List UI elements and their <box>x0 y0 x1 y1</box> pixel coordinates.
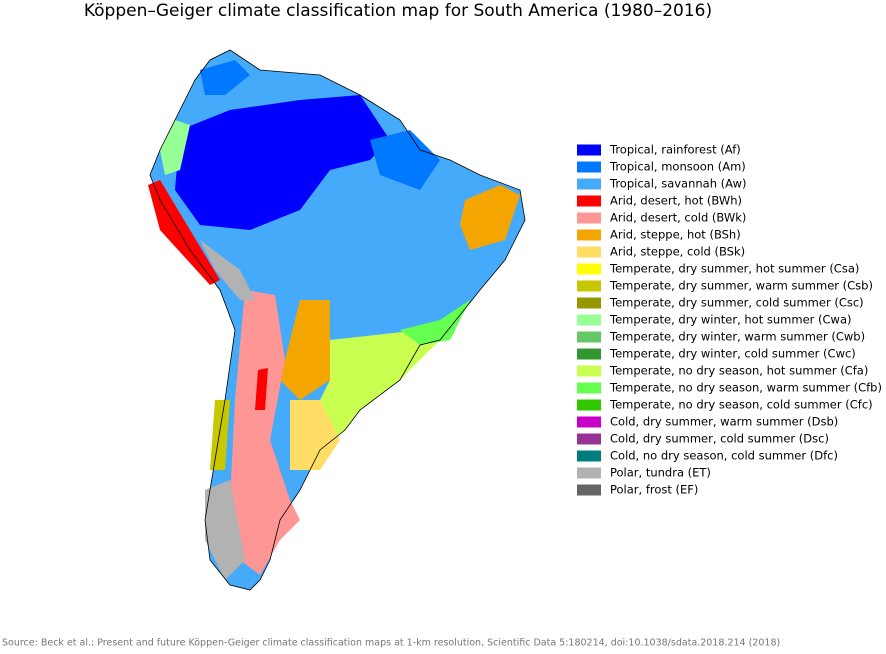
climate-region <box>310 330 440 450</box>
legend-label: Arid, desert, hot (BWh) <box>610 194 742 208</box>
legend-swatch <box>577 416 601 428</box>
climate-region <box>205 480 245 580</box>
legend-label: Temperate, dry summer, cold summer (Csc) <box>609 296 864 310</box>
legend-swatch <box>577 382 601 394</box>
legend-swatch <box>577 467 601 479</box>
climate-region <box>255 368 268 410</box>
legend-swatch <box>577 280 601 292</box>
legend-swatch <box>577 178 601 190</box>
climate-region <box>290 400 340 470</box>
climate-region <box>280 300 330 400</box>
climate-region <box>400 300 470 345</box>
legend-label: Cold, dry summer, cold summer (Dsc) <box>610 432 829 446</box>
legend-label: Tropical, savannah (Aw) <box>609 177 746 191</box>
legend-label: Cold, no dry season, cold summer (Dfc) <box>610 449 838 463</box>
legend-swatch <box>577 212 601 224</box>
legend-swatch <box>577 433 601 445</box>
legend-label: Temperate, dry winter, hot summer (Cwa) <box>609 313 851 327</box>
legend-label: Tropical, monsoon (Am) <box>609 160 746 174</box>
legend-label: Temperate, no dry season, cold summer (C… <box>609 398 873 412</box>
legend-label: Temperate, dry summer, warm summer (Csb) <box>609 279 873 293</box>
climate-region <box>148 180 220 285</box>
climate-region <box>160 120 190 175</box>
legend-swatch <box>577 331 601 343</box>
legend-swatch <box>577 263 601 275</box>
legend-label: Temperate, dry winter, cold summer (Cwc) <box>609 347 856 361</box>
legend-swatch <box>577 365 601 377</box>
legend-swatch <box>577 450 601 462</box>
legend-label: Temperate, no dry season, warm summer (C… <box>609 381 882 395</box>
climate-region <box>200 240 255 300</box>
climate-region <box>210 400 230 470</box>
legend-label: Temperate, no dry season, hot summer (Cf… <box>609 364 868 378</box>
legend-swatch <box>577 314 601 326</box>
climate-region <box>460 185 520 250</box>
map <box>148 49 526 591</box>
climate-region <box>175 95 390 230</box>
legend-label: Polar, frost (EF) <box>610 483 698 497</box>
legend: Tropical, rainforest (Af) Tropical, monso… <box>577 143 882 497</box>
climate-region <box>230 290 300 575</box>
climate-region <box>200 60 250 95</box>
legend-swatch <box>577 246 601 258</box>
legend-swatch <box>577 348 601 360</box>
legend-swatch <box>577 144 601 156</box>
source-note: Source: Beck et al.: Present and future … <box>2 638 780 649</box>
legend-swatch <box>577 195 601 207</box>
legend-label: Arid, desert, cold (BWk) <box>610 211 746 225</box>
legend-swatch <box>577 484 601 496</box>
map-title: Köppen–Geiger climate classification map… <box>84 1 712 21</box>
legend-label: Tropical, rainforest (Af) <box>609 143 741 157</box>
legend-label: Temperate, dry winter, warm summer (Cwb) <box>609 330 865 344</box>
climate-region <box>370 130 440 190</box>
legend-label: Cold, dry summer, warm summer (Dsb) <box>610 415 838 429</box>
legend-swatch <box>577 229 601 241</box>
continent-outline <box>149 49 526 591</box>
legend-label: Arid, steppe, cold (BSk) <box>610 245 745 259</box>
legend-swatch <box>577 399 601 411</box>
legend-swatch <box>577 297 601 309</box>
legend-label: Temperate, dry summer, hot summer (Csa) <box>609 262 859 276</box>
legend-label: Polar, tundra (ET) <box>610 466 711 480</box>
legend-label: Arid, steppe, hot (BSh) <box>610 228 741 242</box>
legend-swatch <box>577 161 601 173</box>
